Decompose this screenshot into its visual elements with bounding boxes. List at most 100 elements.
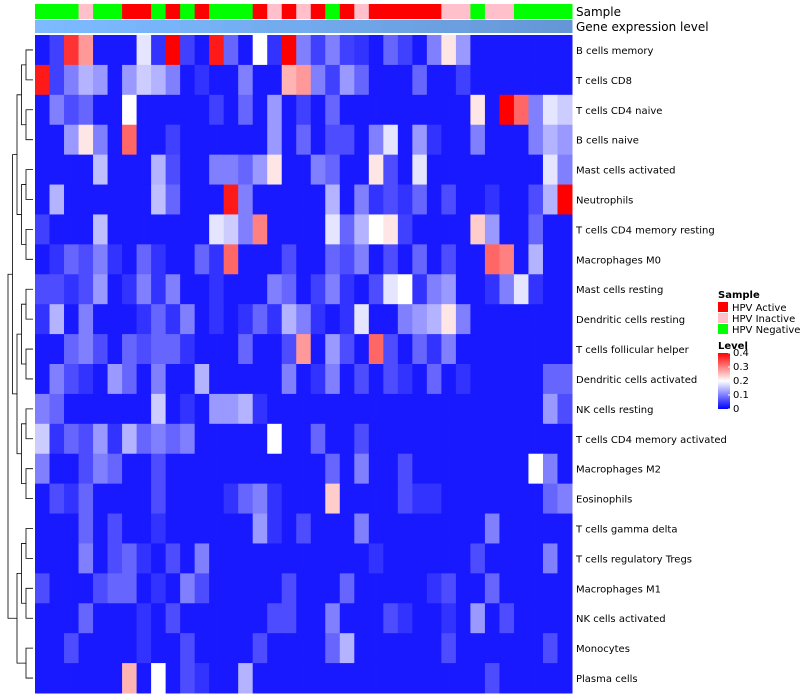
heatmap-cell [470, 274, 486, 305]
sample-annotation-cell [441, 4, 457, 19]
heatmap-cell [93, 513, 109, 544]
heatmap-cell [528, 274, 544, 305]
heatmap-cell [499, 64, 515, 96]
heatmap-cell [107, 483, 123, 515]
heatmap-cell [35, 573, 51, 604]
heatmap-cell [180, 393, 196, 425]
heatmap-cell [78, 364, 94, 395]
heatmap-cell [165, 274, 181, 305]
heatmap-cell [165, 304, 181, 335]
legend-swatch [718, 302, 728, 312]
heatmap-cell [557, 453, 573, 485]
heatmap-cell [267, 64, 283, 96]
heatmap-cell [368, 364, 384, 395]
heatmap-cell [223, 483, 239, 515]
dendrogram-branch [16, 94, 22, 215]
heatmap-cell [426, 274, 442, 305]
heatmap-cell [281, 184, 297, 215]
heatmap-cell [368, 334, 384, 365]
heatmap-cell [64, 453, 80, 485]
heatmap-cell [426, 334, 442, 365]
heatmap-cell [35, 274, 51, 305]
heatmap-cell [513, 214, 529, 245]
heatmap-cell [78, 334, 94, 365]
heatmap-cell [194, 453, 210, 485]
heatmap-cell [354, 334, 370, 365]
heatmap-cell [397, 543, 413, 574]
heatmap-cell [542, 393, 558, 425]
dendrogram-branch [25, 587, 33, 619]
heatmap-cell [35, 603, 51, 634]
heatmap-cell [223, 334, 239, 365]
heatmap-cell [78, 244, 94, 275]
heatmap-cell [339, 633, 355, 664]
heatmap-cell [397, 334, 413, 365]
heatmap-cell [441, 184, 457, 215]
heatmap-cell [252, 35, 268, 66]
heatmap-cell [310, 304, 326, 335]
heatmap-cell [455, 393, 471, 425]
heatmap-cell [180, 94, 196, 126]
heatmap-cell [455, 573, 471, 604]
heatmap-cell [180, 603, 196, 634]
heatmap-cell [441, 334, 457, 365]
row-label: B cells memory [576, 46, 653, 57]
heatmap-cell [368, 543, 384, 574]
heatmap-cell [136, 244, 152, 275]
heatmap-cell [397, 304, 413, 335]
heatmap-cell [136, 603, 152, 634]
heatmap-cell [339, 423, 355, 455]
heatmap-cell [267, 573, 283, 604]
heatmap-cell [383, 124, 399, 156]
heatmap-cell [455, 214, 471, 245]
heatmap-cell [165, 184, 181, 215]
heatmap-cell [426, 304, 442, 335]
heatmap-cell [339, 334, 355, 365]
expression-annotation-cell [412, 20, 428, 33]
heatmap-cell [194, 274, 210, 305]
heatmap-cell [412, 244, 428, 275]
heatmap-cell [455, 184, 471, 215]
heatmap-cell [122, 94, 138, 126]
heatmap-cell [397, 94, 413, 126]
legend-tick-label: 0.2 [733, 376, 749, 387]
heatmap-cell [296, 214, 312, 245]
heatmap-cell [93, 633, 109, 664]
heatmap-cell [339, 35, 355, 66]
heatmap-cell [310, 274, 326, 305]
heatmap-cell [35, 334, 51, 365]
heatmap-cell [470, 513, 486, 544]
heatmap-cell [78, 154, 94, 186]
heatmap-cell [122, 214, 138, 245]
heatmap-cell [209, 64, 225, 96]
heatmap-cell [122, 154, 138, 186]
row-label: Macrophages M2 [576, 465, 661, 476]
heatmap-cell [513, 603, 529, 634]
heatmap-cell [499, 573, 515, 604]
heatmap-cell [441, 154, 457, 186]
expression-annotation-cell [455, 20, 471, 33]
expression-annotation-cell [325, 20, 341, 33]
heatmap-cell [339, 304, 355, 335]
heatmap-cell [325, 304, 341, 335]
heatmap-cell [64, 543, 80, 574]
heatmap-cell [499, 94, 515, 126]
heatmap-cell [209, 274, 225, 305]
heatmap-cell [151, 274, 167, 305]
heatmap-cell [209, 304, 225, 335]
heatmap-cell [49, 573, 65, 604]
heatmap-cell [426, 663, 442, 694]
heatmap-cell [441, 483, 457, 515]
heatmap-cell [78, 214, 94, 245]
heatmap-cell [252, 154, 268, 186]
heatmap-cell [383, 35, 399, 66]
annotation-sample-track [35, 4, 573, 19]
heatmap-cell [426, 513, 442, 544]
heatmap-cell [325, 184, 341, 215]
heatmap-cell [499, 633, 515, 664]
heatmap-cell [49, 663, 65, 694]
heatmap-cell [441, 633, 457, 664]
heatmap-cell [281, 274, 297, 305]
heatmap-cell [238, 334, 254, 365]
